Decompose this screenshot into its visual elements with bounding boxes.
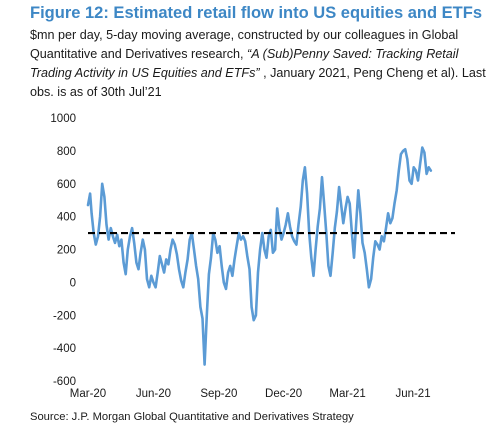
- y-tick-label: 1000: [50, 113, 76, 125]
- y-tick-label: -200: [53, 310, 76, 322]
- x-tick-label: Jun-21: [395, 388, 430, 400]
- x-tick-label: Mar-20: [70, 388, 106, 400]
- y-tick-label: 200: [57, 245, 76, 257]
- series-layer: [86, 146, 433, 366]
- subtitle-text: $mn per day, 5-day moving average, const…: [30, 28, 459, 61]
- retail-flow-line-chart: -600 -400 -200 0 200 400 600 800 1000 Mar-20 Jun-…: [50, 113, 455, 400]
- y-tick-label: 400: [57, 212, 76, 224]
- figure-title: Figure 12: Estimated retail flow into US…: [30, 4, 482, 22]
- y-tick-label: -400: [53, 343, 76, 355]
- x-tick-label: Dec-20: [265, 388, 302, 400]
- x-axis: Mar-20 Jun-20 Sep-20 Dec-20 Mar-21 Jun-21: [70, 388, 431, 400]
- y-tick-label: 0: [70, 277, 76, 289]
- y-axis: -600 -400 -200 0 200 400 600 800 1000: [50, 113, 76, 388]
- y-tick-label: -600: [53, 376, 76, 388]
- x-tick-label: Sep-20: [200, 388, 237, 400]
- y-tick-label: 800: [57, 146, 76, 158]
- subtitle-paper-title: “A (Sub)Penny Saved: Tracking Retail Tra…: [30, 47, 459, 80]
- x-tick-label: Mar-21: [329, 388, 365, 400]
- source-note: Source: J.P. Morgan Global Quantitative …: [30, 411, 354, 423]
- x-tick-label: Jun-20: [136, 388, 171, 400]
- subtitle-text-end: , January 2021, Peng Cheng et al). Last …: [30, 66, 486, 99]
- series-line: [86, 146, 433, 366]
- y-tick-label: 600: [57, 179, 76, 191]
- figure-subtitle: $mn per day, 5-day moving average, const…: [30, 26, 492, 102]
